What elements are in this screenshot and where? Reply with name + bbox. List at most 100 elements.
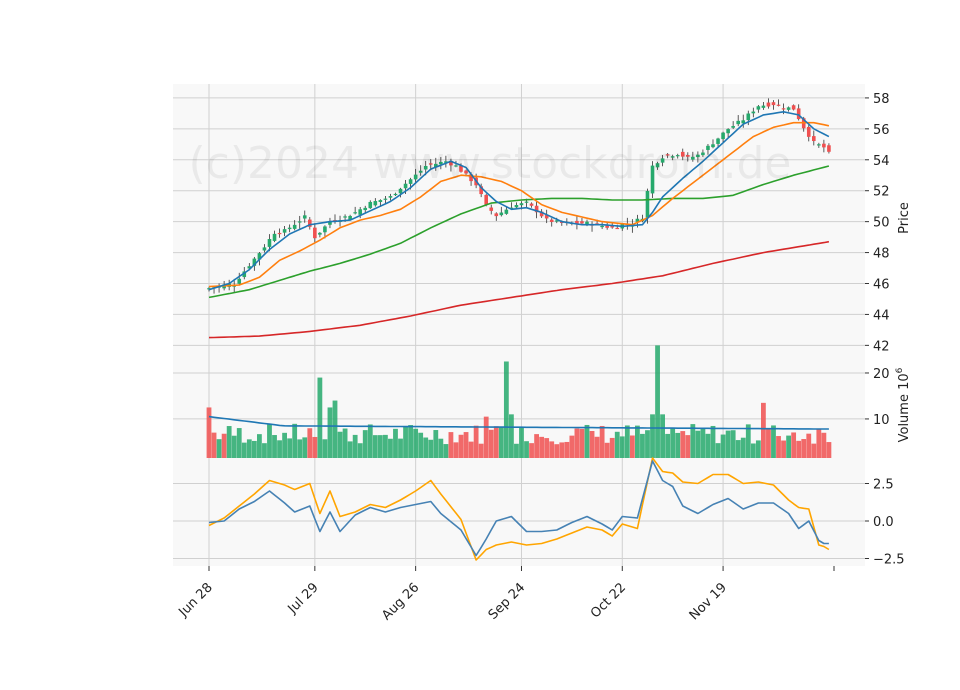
volume-bar (327, 407, 333, 458)
volume-bar (801, 439, 807, 458)
x-tick-label: Sep 24 (486, 580, 529, 623)
volume-bar (569, 435, 575, 458)
volume-bar (549, 441, 555, 458)
volume-bar (645, 430, 650, 458)
volume-bar (750, 443, 756, 458)
volume-bar (246, 439, 252, 458)
candle-up (585, 221, 589, 225)
volume-bar (761, 402, 766, 458)
candle-up (751, 111, 756, 114)
candle-up (262, 247, 267, 251)
volume-bar (705, 433, 711, 458)
candle-up (237, 278, 242, 284)
candle-up (519, 203, 524, 206)
volume-bar (453, 442, 459, 458)
candle-down (449, 162, 453, 166)
candle-up (247, 266, 252, 269)
volume-bar (342, 428, 348, 458)
candle-up (257, 253, 262, 260)
candle-down (459, 165, 463, 172)
volume-ma-line (208, 415, 829, 430)
y-tick-label: 50 (873, 216, 890, 231)
candle-up (423, 165, 428, 170)
candle-down (615, 227, 620, 230)
candle-down (534, 205, 539, 213)
volume-bar (473, 425, 479, 458)
volume-bar (367, 424, 373, 458)
volume-bar (393, 428, 398, 458)
candle-up (691, 156, 695, 160)
candle-down (308, 219, 312, 227)
volume-bar (352, 434, 358, 458)
volume-bar (221, 433, 227, 458)
candle-up (358, 209, 362, 215)
candle-up (343, 216, 347, 218)
candle-up (701, 152, 705, 156)
candle-up (509, 207, 514, 209)
volume-bar (337, 431, 343, 458)
candle-up (434, 163, 438, 168)
candle-up (388, 196, 393, 198)
volume-bar (509, 414, 514, 458)
volume-bar (624, 425, 630, 458)
candle-down (494, 213, 499, 217)
candle-up (323, 226, 327, 233)
volume-bar (766, 428, 771, 458)
volume-bar (816, 428, 822, 458)
volume-bar (685, 435, 691, 458)
volume-bar (781, 440, 786, 458)
volume-bar (357, 443, 363, 458)
candle-up (650, 165, 655, 194)
candle-up (600, 225, 604, 228)
volume-bar (317, 377, 323, 458)
y-tick-label: 10 (873, 413, 890, 428)
candle-up (711, 144, 715, 148)
candle-up (741, 120, 746, 124)
volume-bar (650, 414, 655, 458)
volume-panel: 10 20 Volume 106 (173, 345, 912, 458)
candle-up (267, 239, 272, 247)
volume-bar (584, 424, 590, 458)
x-tick-label: Jun 28 (176, 580, 216, 620)
candle-down (822, 143, 826, 148)
volume-bar (554, 444, 560, 458)
candle-up (660, 158, 665, 163)
volume-bar (251, 440, 257, 458)
volume-bar (403, 426, 408, 458)
volume-bar (226, 426, 232, 458)
volume-bar (231, 435, 237, 458)
volume-bar (493, 426, 499, 458)
volume-bar (534, 434, 539, 458)
candle-up (292, 224, 297, 229)
candle-up (242, 271, 247, 278)
volume-bar (216, 439, 222, 458)
candle-down (575, 220, 579, 224)
candle-down (580, 221, 584, 224)
volume-bar (413, 428, 419, 458)
candle-up (444, 161, 448, 163)
volume-bars (206, 345, 832, 458)
panel-background (173, 84, 865, 350)
candle-up (272, 233, 277, 241)
volume-bar (428, 439, 434, 458)
volume-bar (312, 436, 318, 458)
volume-axis-exponent: 6 (895, 367, 905, 373)
candle-down (806, 126, 811, 137)
candle-up (675, 155, 680, 157)
volume-bar (272, 435, 277, 458)
candle-down (489, 207, 494, 211)
volume-bar (262, 443, 267, 458)
volume-bar (498, 427, 504, 458)
volume-axis-label: Volume 106 (895, 367, 912, 442)
candle-down (529, 203, 534, 206)
volume-bar (695, 430, 701, 458)
candle-down (680, 151, 685, 157)
candle-up (207, 288, 211, 290)
volume-bar (206, 407, 212, 458)
volume-bar (257, 434, 262, 458)
volume-bar (362, 430, 368, 458)
candle-up (635, 218, 640, 222)
volume-bar (267, 424, 272, 458)
candle-down (313, 227, 317, 239)
volume-bar (524, 441, 529, 458)
